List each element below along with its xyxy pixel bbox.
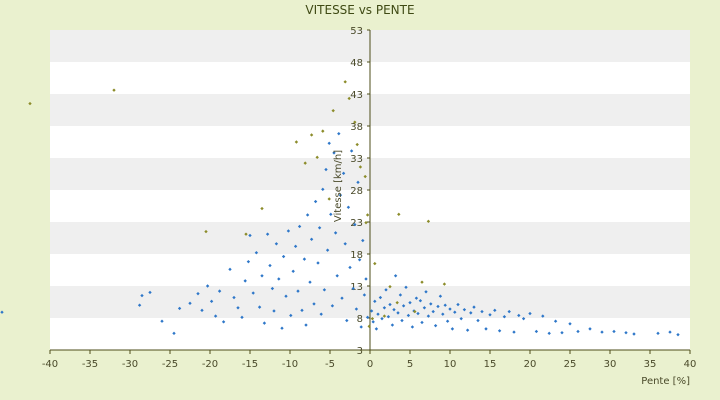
data-point (274, 242, 279, 246)
y-tick-label: 8 (357, 314, 363, 325)
x-tick-label: 25 (564, 359, 577, 370)
data-point (232, 295, 236, 300)
y-tick-label: 18 (350, 250, 363, 261)
x-tick-label: -10 (282, 359, 298, 370)
y-tick-label: 53 (350, 26, 363, 37)
y-axis-title: Vitesse [km/h] (333, 150, 344, 222)
data-point (353, 222, 357, 227)
y-tick-label: 13 (350, 282, 363, 293)
data-point (321, 187, 325, 192)
data-point (188, 301, 192, 305)
x-tick-label: 30 (604, 359, 617, 370)
x-tick-label: 35 (644, 359, 657, 370)
data-point (236, 306, 240, 310)
x-axis-ticks: -40 -35 -30 -25 -20 -15 -10 -5 0 5 10 15 20 25 30 35 40 (42, 350, 697, 370)
data-point (560, 331, 564, 335)
data-point (0, 310, 4, 314)
x-tick-label: -25 (162, 359, 178, 370)
x-tick-label: -15 (242, 359, 258, 370)
x-tick-label: -30 (122, 359, 138, 370)
data-point (240, 315, 244, 320)
data-point (160, 319, 164, 323)
x-tick-label: 0 (367, 359, 373, 370)
x-tick-label: 15 (484, 359, 497, 370)
data-point (137, 303, 142, 307)
data-point (534, 329, 539, 334)
data-point (329, 212, 333, 217)
data-point (286, 229, 291, 233)
data-point (251, 291, 255, 295)
data-point (112, 88, 116, 92)
data-point (576, 329, 580, 334)
data-point (205, 284, 210, 288)
y-tick-label: 28 (350, 186, 363, 197)
data-point (246, 259, 251, 264)
data-point (358, 165, 363, 169)
data-point (243, 279, 247, 283)
data-point (676, 332, 680, 337)
data-point (346, 205, 351, 209)
data-point (624, 331, 628, 335)
data-point (361, 238, 365, 243)
data-point (140, 293, 144, 298)
x-tick-label: 10 (444, 359, 457, 370)
data-point (200, 308, 204, 313)
y-tick-label: 38 (350, 122, 363, 133)
x-tick-label: -40 (42, 359, 58, 370)
data-point (281, 254, 286, 259)
data-point (338, 193, 343, 197)
data-point (612, 329, 616, 334)
data-point (196, 291, 200, 296)
data-point (397, 212, 401, 217)
data-point (172, 331, 176, 336)
x-tick-label: -20 (202, 359, 218, 370)
data-point (337, 131, 341, 136)
x-tick-label: -5 (325, 359, 335, 370)
data-point (426, 219, 431, 224)
x-tick-label: -35 (82, 359, 98, 370)
data-point (517, 313, 521, 318)
x-tick-label: 5 (407, 359, 413, 370)
data-point (568, 322, 572, 326)
data-point (353, 120, 357, 124)
axes (50, 30, 690, 351)
y-tick-label: 48 (350, 58, 363, 69)
data-point (294, 140, 299, 144)
data-point (248, 233, 252, 238)
y-tick-label: 43 (350, 90, 363, 101)
data-point (148, 290, 152, 295)
data-point (343, 80, 347, 84)
data-point (632, 332, 636, 336)
x-tick-label: 20 (524, 359, 537, 370)
data-point (588, 327, 592, 331)
y-tick-label: 33 (350, 154, 363, 165)
chart-title: VITESSE vs PENTE (305, 3, 414, 17)
data-point (331, 108, 335, 113)
data-point (244, 232, 248, 236)
x-axis-title: Pente [%] (641, 376, 690, 387)
y-tick-label: 3 (357, 346, 363, 357)
data-point (321, 129, 325, 133)
y-tick-label: 23 (350, 218, 363, 229)
x-tick-label: 40 (684, 359, 697, 370)
data-point (228, 267, 232, 272)
data-point (28, 101, 32, 106)
